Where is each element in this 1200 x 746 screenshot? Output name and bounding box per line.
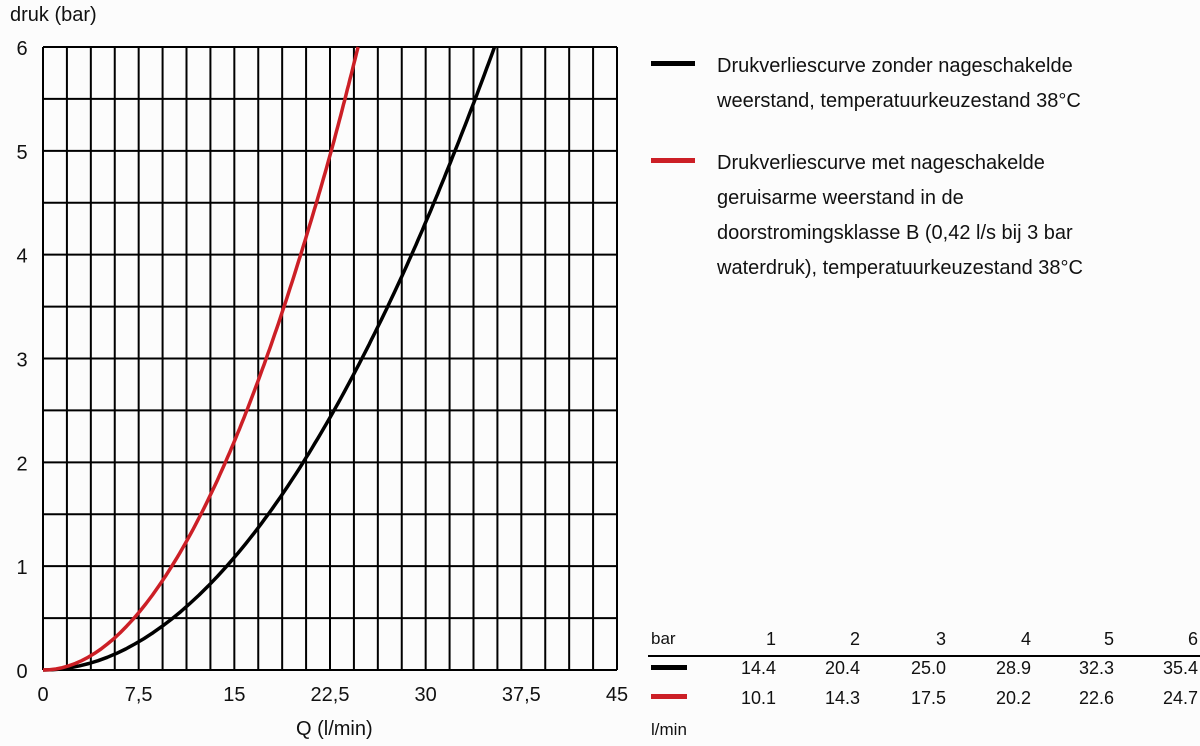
table-cell-bars: 3 bbox=[935, 629, 946, 649]
legend-text-black: Drukverliescurve zonder nageschakelde we… bbox=[717, 55, 1081, 112]
y-tick-label: 5 bbox=[16, 142, 27, 164]
table-cell-bars: 5 bbox=[1103, 629, 1114, 649]
x-tick-label: 30 bbox=[415, 684, 437, 706]
table-cell-red-row: 17.5 bbox=[910, 688, 946, 708]
x-axis-label: Q (l/min) bbox=[296, 718, 373, 740]
table-cell-red-row: 10.1 bbox=[740, 688, 776, 708]
y-tick-label: 4 bbox=[16, 246, 27, 268]
table-cell-black-row: 25.0 bbox=[910, 658, 946, 678]
table-cell-bars: 4 bbox=[1020, 629, 1031, 649]
table-swatch-black bbox=[651, 665, 687, 670]
y-tick-label: 6 bbox=[16, 38, 27, 60]
table-cell-black-row: 35.4 bbox=[1162, 658, 1198, 678]
table-divider bbox=[648, 655, 1200, 657]
y-tick-label: 1 bbox=[16, 557, 27, 579]
table-cell-bars: 1 bbox=[765, 629, 776, 649]
table-unit-label: l/min bbox=[651, 720, 687, 739]
table-cell-black-row: 32.3 bbox=[1078, 658, 1114, 678]
x-tick-label: 0 bbox=[37, 684, 48, 706]
series-line-red bbox=[42, 46, 360, 672]
x-tick-label: 7,5 bbox=[125, 684, 153, 706]
table-cell-black-row: 14.4 bbox=[740, 658, 776, 678]
legend-text-red: Drukverliescurve met nageschakelde gerui… bbox=[717, 152, 1083, 279]
table-cell-red-row: 20.2 bbox=[995, 688, 1031, 708]
table-cell-red-row: 14.3 bbox=[824, 688, 860, 708]
y-tick-label: 3 bbox=[16, 350, 27, 372]
series-line-black bbox=[42, 46, 497, 672]
table-swatch-red bbox=[651, 694, 687, 699]
y-tick-label: 0 bbox=[16, 661, 27, 683]
x-tick-label: 37,5 bbox=[502, 684, 541, 706]
table-header-label: bar bbox=[651, 629, 676, 648]
table-cell-red-row: 24.7 bbox=[1162, 688, 1198, 708]
y-tick-label: 2 bbox=[16, 453, 27, 475]
legend-swatch-black bbox=[651, 61, 695, 66]
x-tick-label: 22,5 bbox=[311, 684, 350, 706]
legend-swatch-red bbox=[651, 158, 695, 163]
y-axis-label: druk (bar) bbox=[10, 4, 97, 26]
table-cell-black-row: 28.9 bbox=[995, 658, 1031, 678]
x-tick-label: 45 bbox=[606, 684, 628, 706]
table-cell-red-row: 22.6 bbox=[1078, 688, 1114, 708]
x-tick-label: 15 bbox=[223, 684, 245, 706]
table-cell-black-row: 20.4 bbox=[824, 658, 860, 678]
table-cell-bars: 2 bbox=[849, 629, 860, 649]
table-cell-bars: 6 bbox=[1187, 629, 1198, 649]
